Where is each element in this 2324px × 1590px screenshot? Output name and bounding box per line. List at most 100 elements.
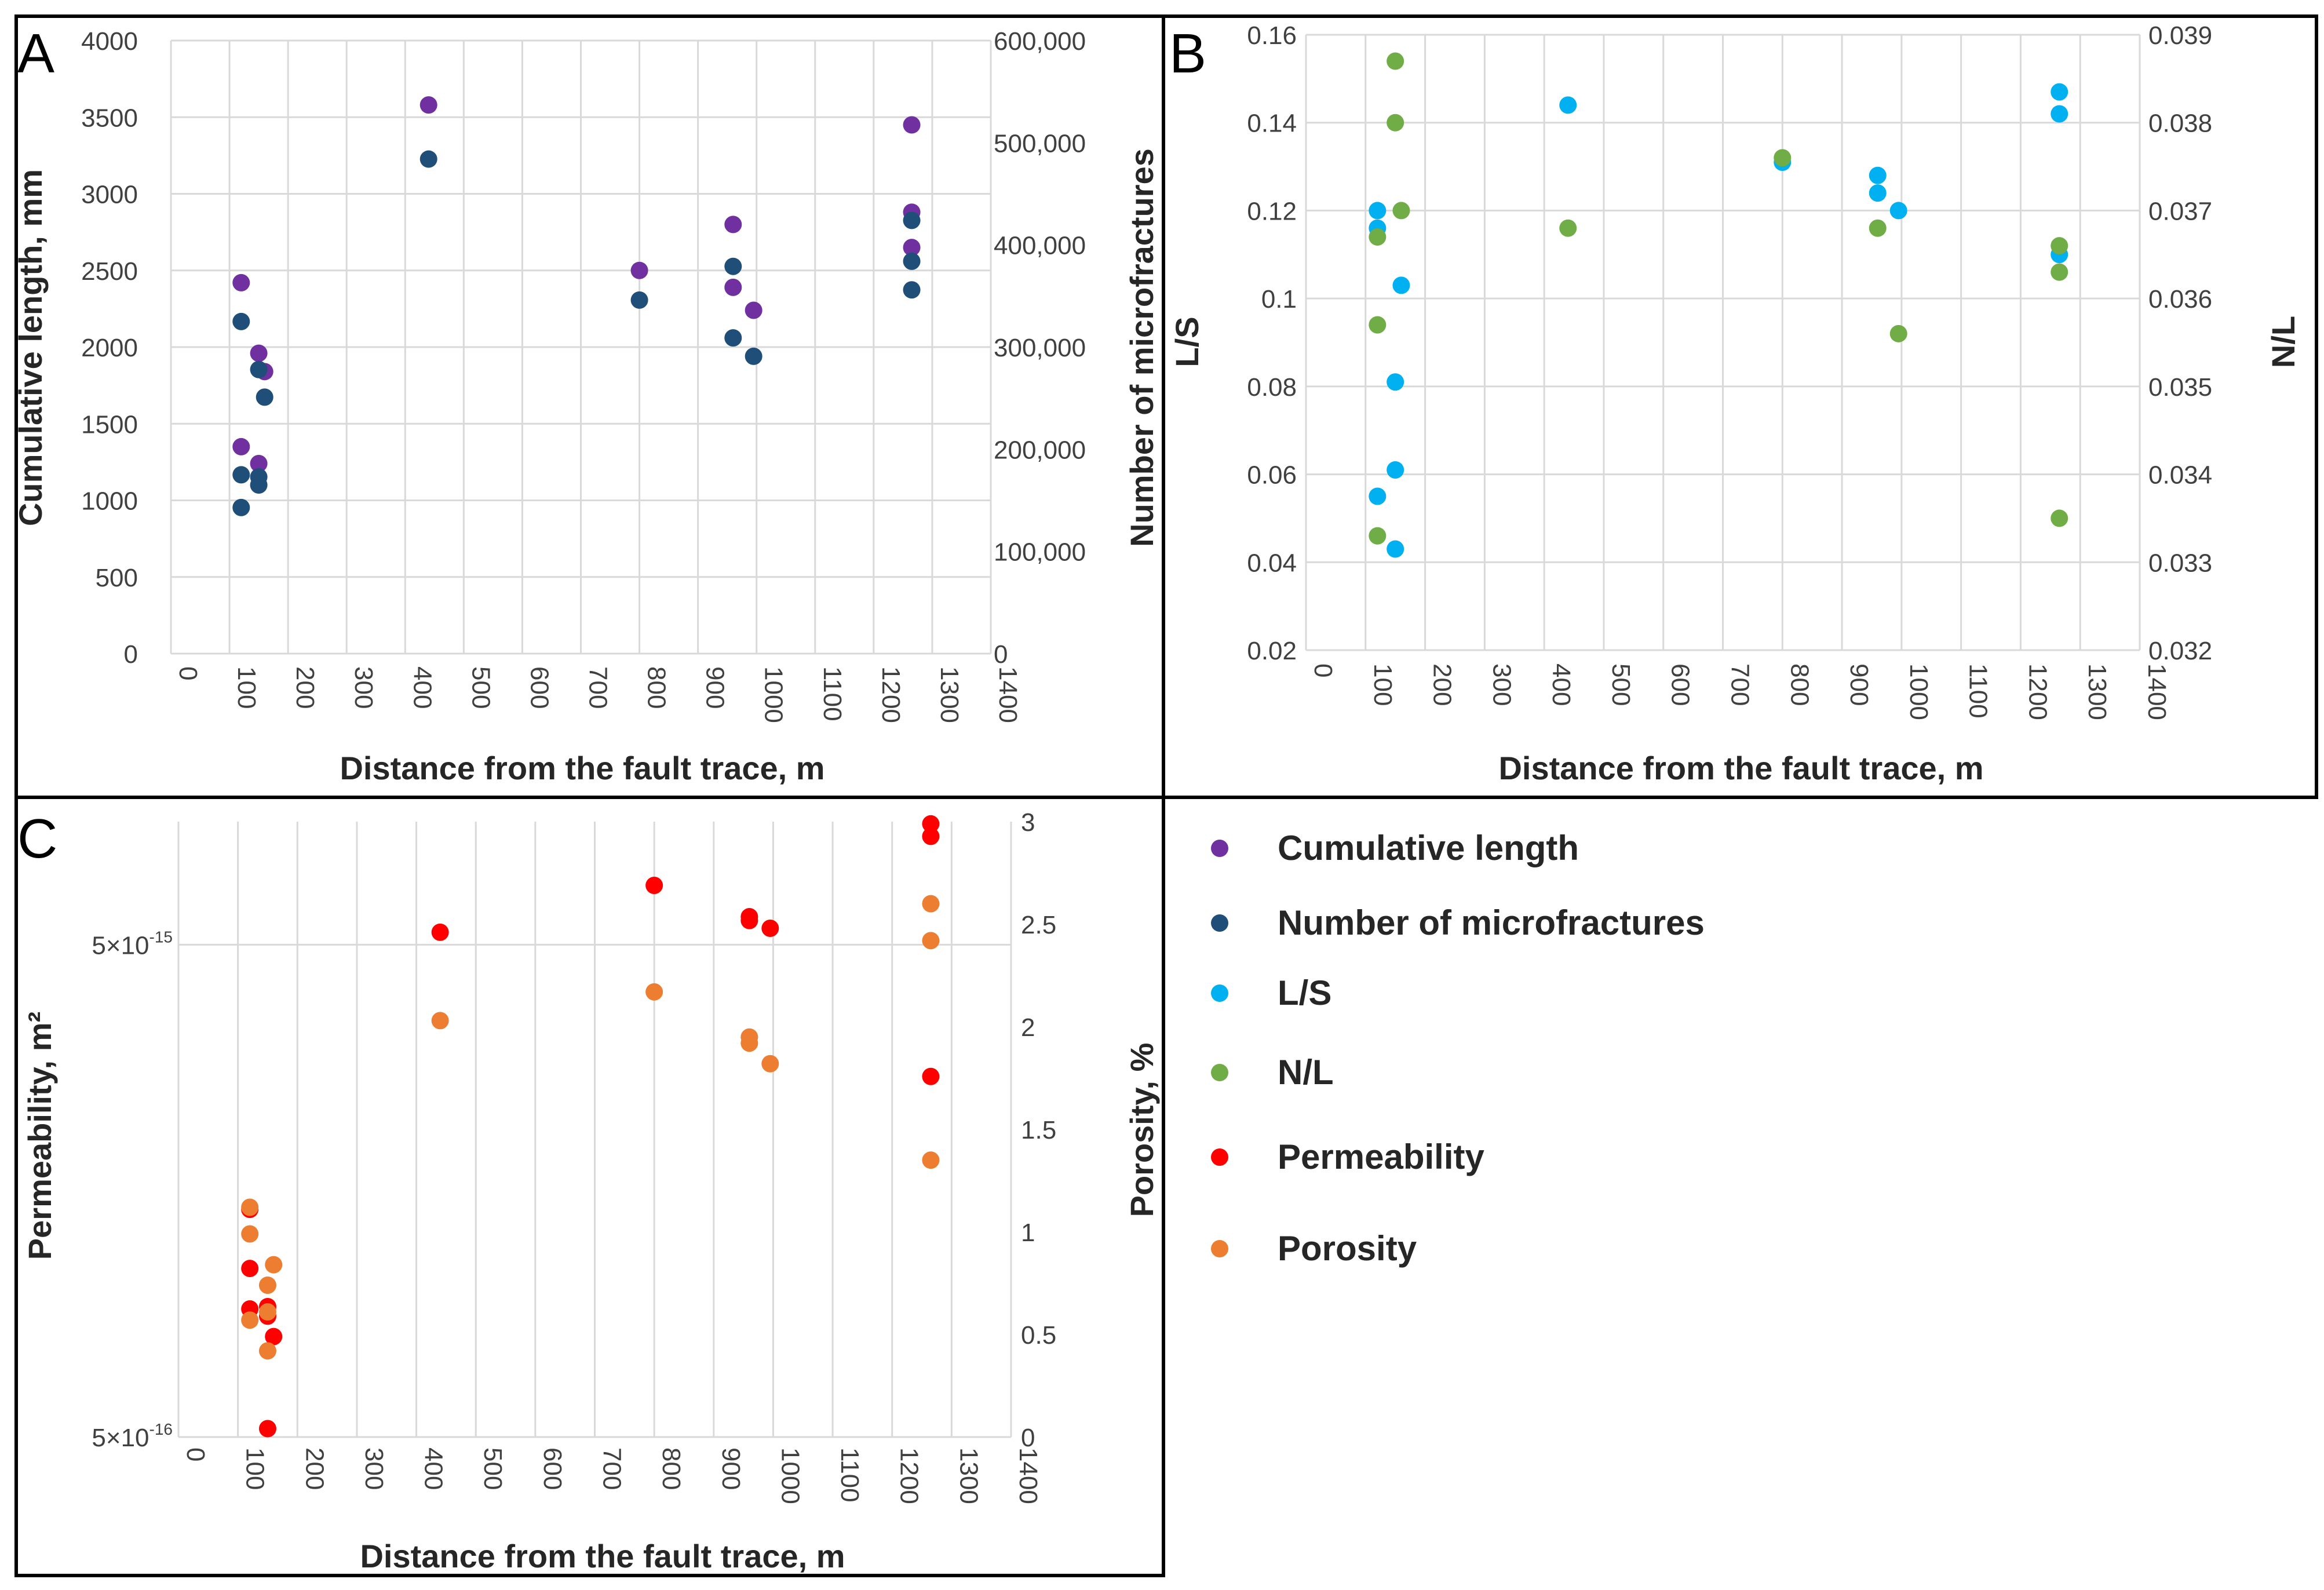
panel-a-number-of-microfractures-point-12 bbox=[903, 211, 921, 229]
panel-b-n-l-point-2 bbox=[1369, 527, 1387, 545]
panel-b-y2-tick-0-036: 0.036 bbox=[2148, 285, 2212, 313]
panel-a-y-tick-2500: 2500 bbox=[81, 257, 138, 286]
panel-a-number-of-microfractures-point-8 bbox=[630, 291, 648, 309]
panel-b-l-s-point-4 bbox=[1387, 461, 1404, 479]
panel-c-series-porosity bbox=[241, 895, 940, 1360]
panel-a-number-of-microfractures-point-11 bbox=[745, 347, 762, 365]
panel-b-label: B bbox=[1169, 23, 1206, 85]
panel-c-y-tick-0: 5×10-15 bbox=[92, 928, 173, 960]
panel-a-y-tick-0: 0 bbox=[124, 640, 138, 669]
panel-a-y-tick-2000: 2000 bbox=[81, 334, 138, 362]
panel-c-permeability-point-13 bbox=[922, 815, 940, 833]
panel-c-y2-tick-2: 2 bbox=[1021, 1013, 1035, 1042]
panel-c-x-tick-100: 100 bbox=[241, 1447, 269, 1490]
panel-c-y-tick-1-mantissa: 5×10 bbox=[92, 1424, 149, 1452]
panel-c-y2-tick-2-5: 2.5 bbox=[1021, 911, 1056, 939]
panel-b-x-tick-1300: 1300 bbox=[2083, 663, 2111, 720]
panel-a-cumulative-length-point-10 bbox=[903, 116, 921, 134]
panel-c-y2-tick-3: 3 bbox=[1021, 808, 1035, 837]
legend-item-permeability: Permeability bbox=[1211, 1137, 1484, 1176]
panel-c-porosity-point-6 bbox=[265, 1256, 283, 1274]
panel-b-y2-tick-0-039: 0.039 bbox=[2148, 21, 2212, 50]
legend-marker-nl bbox=[1211, 1064, 1228, 1081]
panel-b-series-n-l bbox=[1369, 52, 2068, 545]
legend-item-porosity: Porosity bbox=[1211, 1229, 1417, 1268]
panel-b-x-tick-700: 700 bbox=[1726, 663, 1754, 706]
panel-c-permeability-point-4 bbox=[258, 1420, 276, 1438]
panel-b-y2-tick-0-035: 0.035 bbox=[2148, 373, 2212, 402]
panel-c-porosity-point-13 bbox=[922, 932, 940, 950]
panel-a-number-of-microfractures-point-6 bbox=[256, 388, 273, 406]
legend-marker-permeability bbox=[1211, 1148, 1228, 1166]
panel-c-y-tick-0-mantissa: 5×10 bbox=[92, 931, 149, 960]
panel-b-l-s-point-2 bbox=[1369, 487, 1387, 505]
panel-c-x-tick-500: 500 bbox=[479, 1447, 507, 1490]
panel-c-x-axis-title: Distance from the fault trace, m bbox=[360, 1538, 845, 1574]
panel-a-x-tick-900: 900 bbox=[701, 666, 729, 709]
panel-a-y2-tick-0: 0 bbox=[994, 640, 1008, 669]
panel-b-y-axis-title: L/S bbox=[1169, 316, 1205, 367]
panel-b-l-s-point-12 bbox=[2051, 83, 2068, 101]
panel-a-cumulative-length-point-3 bbox=[250, 455, 268, 473]
panel-a-y-tick-3500: 3500 bbox=[81, 104, 138, 132]
panel-c-permeability-point-14 bbox=[922, 1067, 940, 1085]
panel-a-x-tick-700: 700 bbox=[584, 666, 612, 709]
legend-label-cumulative-length: Cumulative length bbox=[1278, 829, 1579, 867]
panel-b-l-s-point-5 bbox=[1387, 540, 1404, 558]
legend-marker-porosity bbox=[1211, 1240, 1228, 1257]
panel-c-porosity-point-12 bbox=[922, 895, 940, 913]
panel-c-porosity-point-0 bbox=[241, 1198, 259, 1216]
panel-a-x-tick-1400: 1400 bbox=[994, 666, 1022, 723]
panel-b-y-tick-0.14: 0.14 bbox=[1247, 110, 1297, 138]
panel-a-y2-tick-600-000: 600,000 bbox=[994, 27, 1086, 56]
panel-a-number-of-microfractures-point-3 bbox=[250, 360, 268, 378]
panel-a-number-of-microfractures-point-9 bbox=[724, 257, 742, 275]
panel-c-x-tick-1400: 1400 bbox=[1014, 1447, 1042, 1504]
panel-b-y-tick-0.08: 0.08 bbox=[1247, 373, 1297, 402]
panel-a-cumulative-length-point-5 bbox=[419, 96, 437, 114]
panel-c-porosity-point-1 bbox=[241, 1225, 259, 1243]
panel-b-n-l-point-3 bbox=[1387, 52, 1404, 70]
legend: Cumulative length Number of microfractur… bbox=[1211, 829, 1705, 1268]
panel-c-x-tick-400: 400 bbox=[419, 1447, 448, 1490]
panel-b-l-s-point-10 bbox=[1869, 184, 1887, 202]
panel-b-y2-tick-0-033: 0.033 bbox=[2148, 549, 2212, 577]
panel-c-porosity-point-2 bbox=[241, 1311, 259, 1329]
panel-b-x-tick-100: 100 bbox=[1369, 663, 1397, 706]
panel-b-n-l-point-6 bbox=[1559, 219, 1577, 237]
panel-a-x-tick-200: 200 bbox=[291, 666, 319, 709]
panel-a-number-of-microfractures-point-5 bbox=[250, 476, 268, 494]
panel-c-porosity-point-5 bbox=[258, 1342, 276, 1360]
panel-a-y-axis-title: Cumulative length, mm bbox=[12, 169, 49, 526]
panel-c-permeability-point-8 bbox=[645, 876, 663, 894]
panel-a-x-tick-1000: 1000 bbox=[760, 666, 788, 723]
panel-b-n-l-point-5 bbox=[1392, 202, 1410, 220]
panel-a-x-tick-1300: 1300 bbox=[935, 666, 964, 723]
panel-a-cumulative-length-point-0 bbox=[232, 273, 250, 291]
panel-a-number-of-microfractures-point-13 bbox=[903, 252, 921, 270]
panel-b-x-tick-300: 300 bbox=[1487, 663, 1516, 706]
panel-a-label: A bbox=[17, 23, 54, 85]
panel-b-n-l-point-10 bbox=[2051, 237, 2068, 255]
panel-c-permeability-point-10 bbox=[740, 908, 758, 926]
panel-a-y2-tick-300-000: 300,000 bbox=[994, 334, 1086, 362]
panel-b-y-tick-0.1: 0.1 bbox=[1261, 285, 1297, 313]
panel-b-y-tick-0.16: 0.16 bbox=[1247, 21, 1297, 50]
panel-c-permeability-point-11 bbox=[761, 920, 779, 938]
legend-label-nl: N/L bbox=[1278, 1053, 1334, 1092]
panel-a-x-tick-0: 0 bbox=[174, 666, 202, 680]
panel-b-chart: 0 100 200 300 400 500 600 700 800 900 1000 1100 1200… bbox=[1169, 21, 2301, 786]
panel-b-n-l-point-0 bbox=[1369, 228, 1387, 246]
panel-a-y2-tick-400-000: 400,000 bbox=[994, 232, 1086, 260]
panel-c-permeability-point-6 bbox=[265, 1328, 283, 1345]
panel-b-l-s-point-6 bbox=[1392, 276, 1410, 294]
panel-a-y2-tick-500-000: 500,000 bbox=[994, 129, 1086, 158]
panel-c-series-permeability bbox=[241, 815, 940, 1438]
panel-c-frame bbox=[14, 796, 1165, 1577]
panel-c-x-tick-0: 0 bbox=[181, 1447, 210, 1461]
panel-c-permeability-point-2 bbox=[241, 1260, 259, 1278]
panel-b-y-tick-0.12: 0.12 bbox=[1247, 197, 1297, 225]
panel-a-cumulative-length-point-2 bbox=[250, 344, 268, 362]
panel-a-x-tick-100: 100 bbox=[232, 666, 261, 709]
